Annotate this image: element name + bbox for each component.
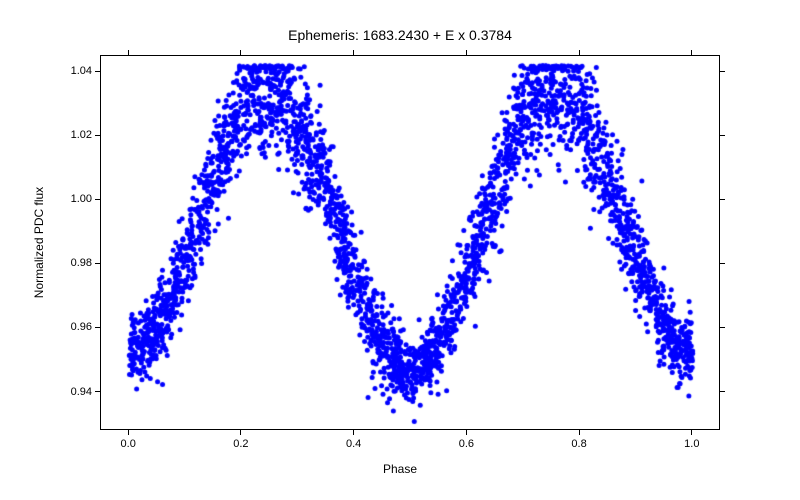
y-tick-mark bbox=[95, 391, 100, 392]
x-tick-label: 0.2 bbox=[233, 438, 248, 450]
x-tick-mark bbox=[128, 50, 129, 55]
x-tick-label: 0.4 bbox=[346, 438, 361, 450]
x-axis-label: Phase bbox=[0, 462, 800, 476]
x-tick-mark bbox=[240, 430, 241, 435]
y-tick-label: 1.02 bbox=[52, 129, 92, 141]
x-tick-label: 0.6 bbox=[459, 438, 474, 450]
y-tick-mark bbox=[720, 327, 725, 328]
chart-title: Ephemeris: 1683.2430 + E x 0.3784 bbox=[0, 27, 800, 43]
x-tick-mark bbox=[353, 430, 354, 435]
figure: Ephemeris: 1683.2430 + E x 0.3784 Phase … bbox=[0, 0, 800, 500]
y-tick-mark bbox=[95, 71, 100, 72]
y-tick-label: 0.96 bbox=[52, 321, 92, 333]
x-tick-mark bbox=[579, 430, 580, 435]
x-tick-mark bbox=[128, 430, 129, 435]
x-tick-label: 0.0 bbox=[121, 438, 136, 450]
y-tick-mark bbox=[95, 199, 100, 200]
x-tick-label: 0.8 bbox=[571, 438, 586, 450]
y-axis-label: Normalized PDC flux bbox=[32, 55, 46, 430]
x-tick-label: 1.0 bbox=[684, 438, 699, 450]
x-tick-mark bbox=[240, 50, 241, 55]
y-tick-mark bbox=[95, 263, 100, 264]
x-tick-mark bbox=[353, 50, 354, 55]
x-tick-mark bbox=[466, 430, 467, 435]
plot-area bbox=[100, 55, 720, 430]
y-tick-mark bbox=[720, 263, 725, 264]
y-tick-mark bbox=[720, 71, 725, 72]
y-tick-label: 1.04 bbox=[52, 65, 92, 77]
y-tick-mark bbox=[95, 327, 100, 328]
y-tick-mark bbox=[95, 135, 100, 136]
x-tick-mark bbox=[691, 430, 692, 435]
y-tick-label: 0.94 bbox=[52, 386, 92, 398]
x-tick-mark bbox=[579, 50, 580, 55]
y-tick-mark bbox=[720, 135, 725, 136]
y-tick-label: 0.98 bbox=[52, 257, 92, 269]
x-tick-mark bbox=[691, 50, 692, 55]
x-tick-mark bbox=[466, 50, 467, 55]
y-tick-mark bbox=[720, 391, 725, 392]
y-tick-mark bbox=[720, 199, 725, 200]
scatter-points-canvas bbox=[101, 56, 721, 431]
y-tick-label: 1.00 bbox=[52, 193, 92, 205]
